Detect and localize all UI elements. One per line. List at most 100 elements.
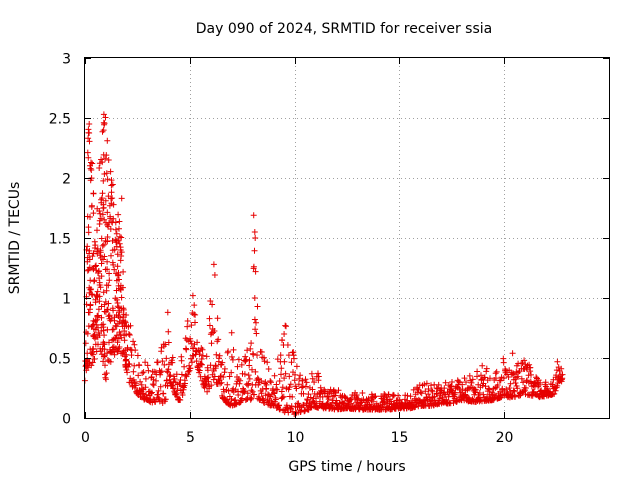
data-point (114, 300, 121, 306)
data-point (249, 366, 255, 373)
data-point (116, 233, 123, 240)
data-point (188, 355, 194, 362)
data-point (214, 315, 221, 322)
data-point (105, 300, 112, 307)
data-point (455, 378, 462, 385)
data-point (113, 323, 120, 330)
data-point (116, 318, 123, 325)
data-point (282, 322, 289, 329)
data-point (98, 260, 105, 267)
data-point (285, 409, 292, 416)
data-point (106, 312, 113, 319)
data-point (120, 268, 127, 275)
data-point (96, 221, 103, 227)
data-point (252, 326, 259, 333)
data-point (482, 383, 489, 390)
data-point (422, 388, 429, 395)
data-point (123, 357, 130, 364)
data-point (116, 309, 123, 316)
data-point (96, 282, 103, 288)
data-point (280, 393, 287, 400)
data-point (190, 345, 197, 351)
y-tick-label: 0.5 (49, 352, 71, 368)
data-point (372, 393, 379, 400)
data-point (154, 359, 161, 366)
data-point (278, 371, 284, 378)
data-point (106, 277, 113, 284)
data-point (261, 358, 268, 365)
data-point (208, 340, 215, 347)
plot-area-frame (84, 57, 610, 419)
data-point (335, 387, 342, 394)
data-point (165, 339, 172, 346)
data-point (291, 355, 297, 362)
data-point (120, 306, 127, 313)
data-point (281, 331, 288, 337)
data-point (84, 350, 91, 357)
data-point (245, 372, 252, 379)
data-point (258, 378, 265, 384)
data-point (228, 329, 235, 336)
data-point (104, 258, 111, 265)
data-point (120, 314, 126, 321)
data-point (115, 282, 122, 289)
data-point (89, 322, 96, 329)
data-point (163, 377, 170, 384)
data-point (204, 375, 211, 382)
data-point (161, 361, 168, 368)
data-point (302, 383, 309, 390)
data-point (99, 159, 106, 166)
data-point (500, 359, 507, 366)
axis-ticks: 0 0.5 1 1.5 2 2.5 3 0 5 10 15 20 (49, 52, 609, 446)
data-point (315, 373, 322, 380)
data-point (472, 386, 479, 393)
data-point (107, 168, 114, 175)
data-point (211, 328, 218, 334)
data-point (179, 392, 186, 398)
data-point (522, 385, 529, 391)
data-point (94, 248, 100, 255)
data-point (98, 303, 105, 310)
data-point (104, 209, 111, 216)
data-point (428, 398, 435, 404)
data-point (165, 328, 172, 335)
data-point (114, 251, 121, 258)
data-point (518, 375, 525, 382)
data-point (173, 371, 180, 378)
data-point (279, 384, 286, 391)
data-point (474, 368, 481, 375)
data-point (232, 401, 239, 408)
data-point (265, 366, 272, 372)
data-point (103, 376, 109, 383)
data-point (559, 371, 566, 378)
data-point (554, 358, 561, 365)
data-point (97, 247, 104, 254)
data-point (297, 372, 304, 379)
data-point (293, 363, 300, 370)
data-point (263, 381, 270, 388)
data-point (109, 337, 116, 344)
data-point (277, 352, 284, 359)
data-point (252, 268, 259, 275)
data-point (133, 380, 139, 387)
data-point (258, 349, 265, 355)
data-point (118, 249, 125, 256)
data-point (252, 235, 259, 241)
data-point (251, 229, 258, 235)
data-point (85, 224, 92, 231)
data-point (251, 247, 258, 254)
data-point (209, 301, 216, 308)
data-point (188, 322, 195, 329)
data-point (116, 225, 122, 232)
data-point (247, 396, 254, 403)
data-point (102, 155, 109, 162)
data-point (219, 359, 226, 366)
data-point (286, 373, 293, 380)
data-point (157, 369, 164, 376)
data-point (288, 403, 295, 410)
data-point (493, 368, 500, 375)
data-point (103, 170, 110, 177)
data-point (281, 375, 288, 382)
data-point (558, 365, 565, 372)
